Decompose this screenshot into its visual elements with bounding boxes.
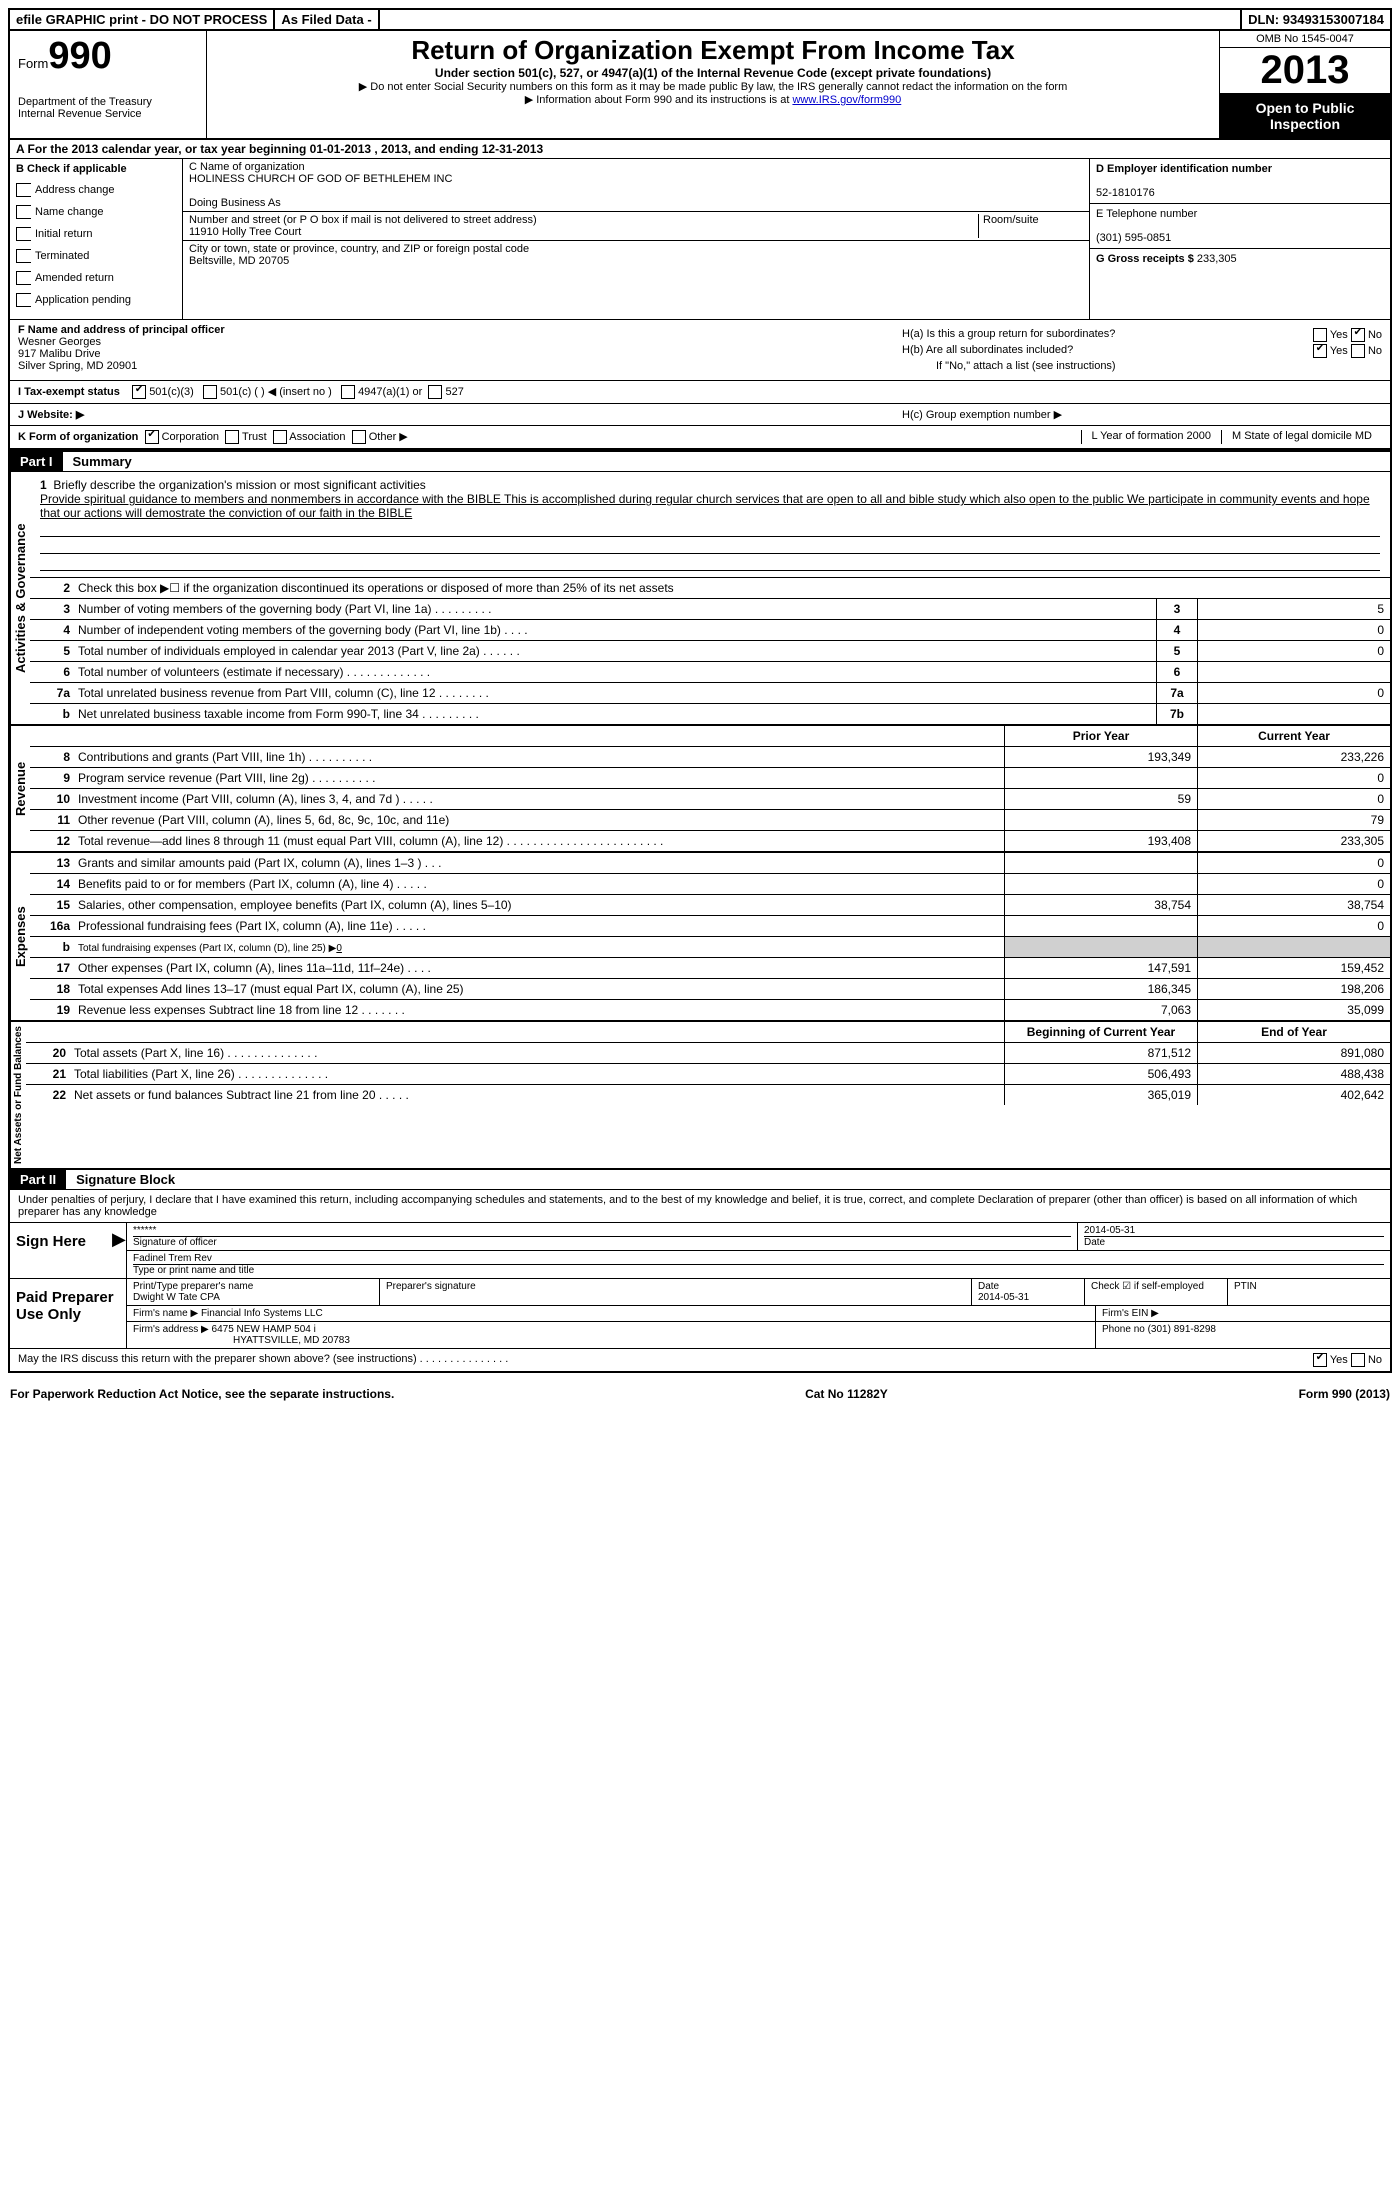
checkbox-amended-return[interactable]: Amended return bbox=[16, 271, 176, 285]
checkbox-application-pending[interactable]: Application pending bbox=[16, 293, 176, 307]
line-b: bNet unrelated business taxable income f… bbox=[30, 703, 1390, 724]
line-4: 4Number of independent voting members of… bbox=[30, 619, 1390, 640]
line-6: 6Total number of volunteers (estimate if… bbox=[30, 661, 1390, 682]
line-b: bTotal fundraising expenses (Part IX, co… bbox=[30, 936, 1390, 957]
checkbox-address-change[interactable]: Address change bbox=[16, 183, 176, 197]
top-bar: efile GRAPHIC print - DO NOT PROCESS As … bbox=[10, 10, 1390, 31]
form-number: 990 bbox=[48, 35, 111, 77]
form-container: efile GRAPHIC print - DO NOT PROCESS As … bbox=[8, 8, 1392, 1373]
checkbox-initial-return[interactable]: Initial return bbox=[16, 227, 176, 241]
irs-discuss: May the IRS discuss this return with the… bbox=[10, 1348, 1390, 1371]
line-21: 21Total liabilities (Part X, line 26) . … bbox=[26, 1063, 1390, 1084]
tax-year: 2013 bbox=[1220, 48, 1390, 94]
row-f-h: F Name and address of principal officer … bbox=[10, 319, 1390, 380]
line-8: 8Contributions and grants (Part VIII, li… bbox=[30, 746, 1390, 767]
irs-link[interactable]: www.IRS.gov/form990 bbox=[792, 94, 901, 106]
form-header: Form990 Department of the Treasury Inter… bbox=[10, 31, 1390, 140]
telephone: (301) 595-0851 bbox=[1096, 232, 1384, 244]
line-7a: 7aTotal unrelated business revenue from … bbox=[30, 682, 1390, 703]
section-a: A For the 2013 calendar year, or tax yea… bbox=[10, 140, 1390, 159]
mission-text: Provide spiritual guidance to members an… bbox=[40, 492, 1370, 520]
line-10: 10Investment income (Part VIII, column (… bbox=[30, 788, 1390, 809]
org-street: 11910 Holly Tree Court bbox=[189, 226, 978, 238]
col-c-name: C Name of organization HOLINESS CHURCH O… bbox=[183, 159, 1089, 319]
perjury-statement: Under penalties of perjury, I declare th… bbox=[10, 1189, 1390, 1222]
line-15: 15Salaries, other compensation, employee… bbox=[30, 894, 1390, 915]
line-11: 11Other revenue (Part VIII, column (A), … bbox=[30, 809, 1390, 830]
line-19: 19Revenue less expenses Subtract line 18… bbox=[30, 999, 1390, 1020]
row-j: J Website: ▶ H(c) Group exemption number… bbox=[10, 403, 1390, 425]
line-18: 18Total expenses Add lines 13–17 (must e… bbox=[30, 978, 1390, 999]
line-22: 22Net assets or fund balances Subtract l… bbox=[26, 1084, 1390, 1105]
gross-receipts: 233,305 bbox=[1197, 253, 1237, 265]
line-16a: 16aProfessional fundraising fees (Part I… bbox=[30, 915, 1390, 936]
row-i: I Tax-exempt status 501(c)(3) 501(c) ( )… bbox=[10, 380, 1390, 403]
netassets-section: Net Assets or Fund Balances Beginning of… bbox=[10, 1020, 1390, 1168]
row-k: K Form of organization Corporation Trust… bbox=[10, 425, 1390, 450]
line-20: 20Total assets (Part X, line 16) . . . .… bbox=[26, 1042, 1390, 1063]
revenue-section: Revenue Prior Year Current Year 8Contrib… bbox=[10, 724, 1390, 851]
col-b-checkboxes: B Check if applicable Address changeName… bbox=[10, 159, 183, 319]
paid-preparer: Paid Preparer Use Only Print/Type prepar… bbox=[10, 1278, 1390, 1348]
dln: DLN: 93493153007184 bbox=[1242, 10, 1390, 29]
activities-governance: Activities & Governance 1 Briefly descri… bbox=[10, 471, 1390, 724]
line-9: 9Program service revenue (Part VIII, lin… bbox=[30, 767, 1390, 788]
org-name: HOLINESS CHURCH OF GOD OF BETHLEHEM INC bbox=[189, 173, 1083, 185]
ein: 52-1810176 bbox=[1096, 187, 1384, 199]
part1-header: Part I Summary bbox=[10, 450, 1390, 471]
line-17: 17Other expenses (Part IX, column (A), l… bbox=[30, 957, 1390, 978]
footer: For Paperwork Reduction Act Notice, see … bbox=[0, 1381, 1400, 1407]
as-filed: As Filed Data - bbox=[275, 10, 379, 29]
line-3: 3Number of voting members of the governi… bbox=[30, 598, 1390, 619]
col-d: D Employer identification number 52-1810… bbox=[1089, 159, 1390, 319]
line-5: 5Total number of individuals employed in… bbox=[30, 640, 1390, 661]
line-12: 12Total revenue—add lines 8 through 11 (… bbox=[30, 830, 1390, 851]
checkbox-terminated[interactable]: Terminated bbox=[16, 249, 176, 263]
officer-name: Wesner Georges bbox=[18, 336, 886, 348]
efile-notice: efile GRAPHIC print - DO NOT PROCESS bbox=[10, 10, 275, 29]
checkbox-name-change[interactable]: Name change bbox=[16, 205, 176, 219]
expenses-section: Expenses 13Grants and similar amounts pa… bbox=[10, 851, 1390, 1020]
part2-header: Part II Signature Block bbox=[10, 1168, 1390, 1189]
entity-block: B Check if applicable Address changeName… bbox=[10, 159, 1390, 319]
line-14: 14Benefits paid to or for members (Part … bbox=[30, 873, 1390, 894]
form-title: Return of Organization Exempt From Incom… bbox=[215, 35, 1211, 66]
sign-here: Sign Here ▶ ****** Signature of officer … bbox=[10, 1222, 1390, 1278]
org-city: Beltsville, MD 20705 bbox=[189, 255, 1083, 267]
line-13: 13Grants and similar amounts paid (Part … bbox=[30, 853, 1390, 873]
